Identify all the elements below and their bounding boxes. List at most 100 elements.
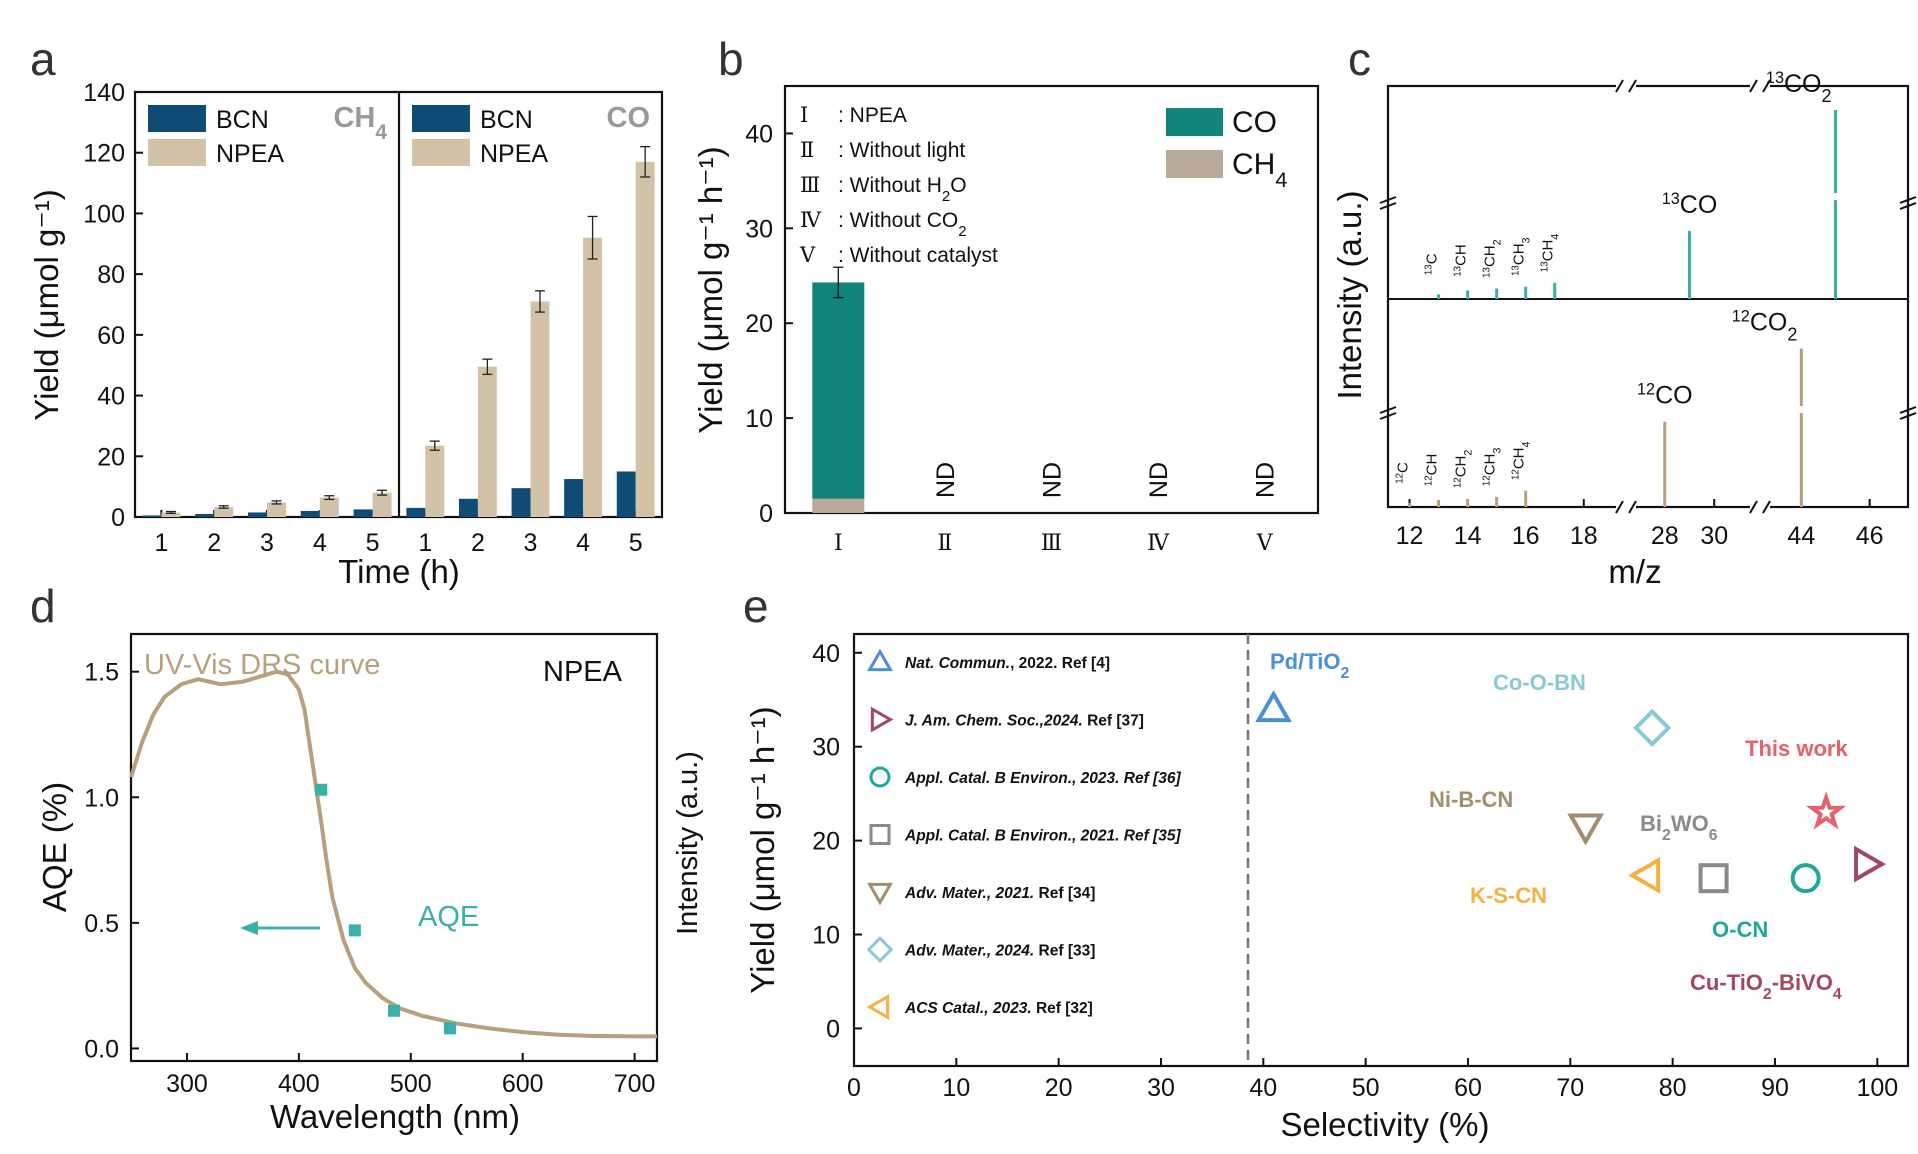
- y-axis-label: Yield (μmol g⁻¹ h⁻¹): [744, 706, 781, 993]
- x-tick-label: 80: [1659, 1074, 1687, 1102]
- bar-ch4: [812, 498, 865, 513]
- axis-break-gap: [1616, 82, 1636, 90]
- y-tick-label: 0.0: [84, 1035, 119, 1063]
- x-tick-label: 100: [1856, 1074, 1898, 1102]
- condition-text: : NPEA: [838, 104, 907, 127]
- point-label: Cu-TiO2-BiVO4: [1690, 970, 1842, 1003]
- y-axis-label: AQE (%): [36, 782, 73, 912]
- y-tick-label: 10: [812, 922, 840, 950]
- y-tick-label: 100: [83, 200, 125, 228]
- bar-npea: [267, 502, 287, 517]
- y-break-mark: [1379, 196, 1397, 204]
- legend-label-npea: NPEA: [480, 140, 548, 168]
- drs-curve-label: UV-Vis DRS curve: [144, 649, 380, 681]
- x-tick-label: Ⅰ: [834, 531, 843, 556]
- bar-co: [812, 282, 865, 499]
- bar-npea: [214, 506, 234, 517]
- aqe-point: [388, 1004, 400, 1017]
- x-tick-label: 44: [1787, 522, 1815, 550]
- bar-npea: [530, 301, 550, 517]
- panel-label-d: d: [30, 580, 56, 632]
- legend-marker: [866, 994, 890, 1020]
- scatter-point: [1255, 690, 1292, 723]
- point-label: K-S-CN: [1470, 883, 1547, 908]
- peak-break-gap: [1832, 193, 1839, 200]
- y-break-mark: [1899, 406, 1917, 414]
- bottom-peak-label: 12CH2: [1452, 450, 1475, 489]
- x-tick-label: 400: [278, 1070, 320, 1098]
- y-break-mark: [1899, 412, 1917, 420]
- bar-bcn: [195, 513, 215, 517]
- aqe-point: [315, 783, 328, 796]
- legend-swatch-bcn: [148, 105, 206, 132]
- x-tick-label: 3: [524, 529, 538, 557]
- axis-break-mark: [1749, 500, 1758, 514]
- bottom-peak-label: 12C: [1394, 462, 1412, 484]
- bar-npea: [319, 497, 339, 517]
- x-tick-label: 70: [1556, 1074, 1584, 1102]
- top-peak-label: 13CH2: [1481, 239, 1504, 278]
- x-tick-label: Ⅳ: [1147, 531, 1170, 556]
- scatter-point: [1805, 791, 1847, 830]
- bar-bcn: [406, 507, 426, 517]
- x-axis-label: Wavelength (nm): [270, 1098, 520, 1135]
- x-tick-label: 16: [1512, 522, 1540, 550]
- y-break-mark: [1379, 202, 1397, 210]
- x-tick-label: 2: [471, 529, 485, 557]
- top-peak-label: 13CH3: [1510, 237, 1533, 276]
- y-tick-label: 1.5: [84, 659, 119, 687]
- x-tick-label: 50: [1352, 1074, 1380, 1102]
- axis-break-gap: [1750, 503, 1770, 511]
- y-tick-label: 0.5: [84, 910, 119, 938]
- axis-break-mark: [1628, 79, 1637, 93]
- bar-bcn: [300, 510, 320, 517]
- legend-label-npea: NPEA: [216, 140, 284, 168]
- x-tick-label: 4: [313, 529, 327, 557]
- bar-npea: [477, 366, 497, 517]
- axis-break-mark: [1762, 500, 1771, 514]
- y-break-mark: [1899, 196, 1917, 204]
- condition-number: Ⅴ: [799, 243, 816, 267]
- y-tick-label: 80: [97, 261, 125, 289]
- y-tick-label: 40: [97, 383, 125, 411]
- axis-break-mark: [1628, 500, 1637, 514]
- legend-entry: Nat. Commun., 2022. Ref [4]: [905, 655, 1110, 672]
- plot-frame: [852, 632, 1910, 1068]
- legend-label-bcn: BCN: [480, 106, 533, 134]
- plot-frame: [129, 632, 659, 1063]
- y-axis-label-secondary: Intensity (a.u.): [672, 751, 704, 935]
- y-tick-label: 140: [83, 79, 125, 107]
- point-label: Bi2WO6: [1640, 811, 1718, 844]
- y-tick-label: 1.0: [84, 784, 119, 812]
- point-label: O-CN: [1712, 917, 1768, 942]
- bar-bcn: [142, 515, 162, 517]
- x-tick-label: Ⅴ: [1256, 531, 1274, 556]
- nd-label: ND: [1252, 462, 1280, 498]
- y-break-mark: [1379, 406, 1397, 414]
- x-axis-label: m/z: [1608, 553, 1661, 590]
- bar-bcn: [511, 488, 531, 517]
- nd-label: ND: [1145, 462, 1173, 498]
- x-tick-label: 46: [1856, 522, 1884, 550]
- legend-marker: [869, 824, 891, 845]
- bar-npea: [161, 512, 181, 517]
- point-label: Pd/TiO2: [1270, 649, 1350, 682]
- condition-text: : Without light: [838, 139, 965, 162]
- panel-label-a: a: [30, 33, 56, 85]
- point-label: Ni-B-CN: [1429, 787, 1513, 812]
- axis-break-mark: [1749, 79, 1758, 93]
- bottom-peak-label: 12CH: [1423, 454, 1441, 487]
- legend-entry: ACS Catal., 2023. Ref [32]: [904, 1000, 1093, 1017]
- condition-number: Ⅰ: [800, 103, 808, 127]
- top-peak-label: 13CH: [1452, 244, 1470, 277]
- plot-frame: [783, 84, 1320, 515]
- x-tick-label: 5: [366, 529, 380, 557]
- bar-bcn: [616, 471, 636, 517]
- top-peak-label: 13CO2: [1766, 69, 1832, 106]
- axis-break-mark: [1762, 79, 1771, 93]
- bottom-peak-label: 12CH4: [1510, 441, 1533, 480]
- x-tick-label: 4: [576, 529, 590, 557]
- legend-label-co: CO: [1232, 106, 1277, 139]
- scatter-point: [1628, 856, 1661, 894]
- subpanel-label: CO: [607, 102, 651, 134]
